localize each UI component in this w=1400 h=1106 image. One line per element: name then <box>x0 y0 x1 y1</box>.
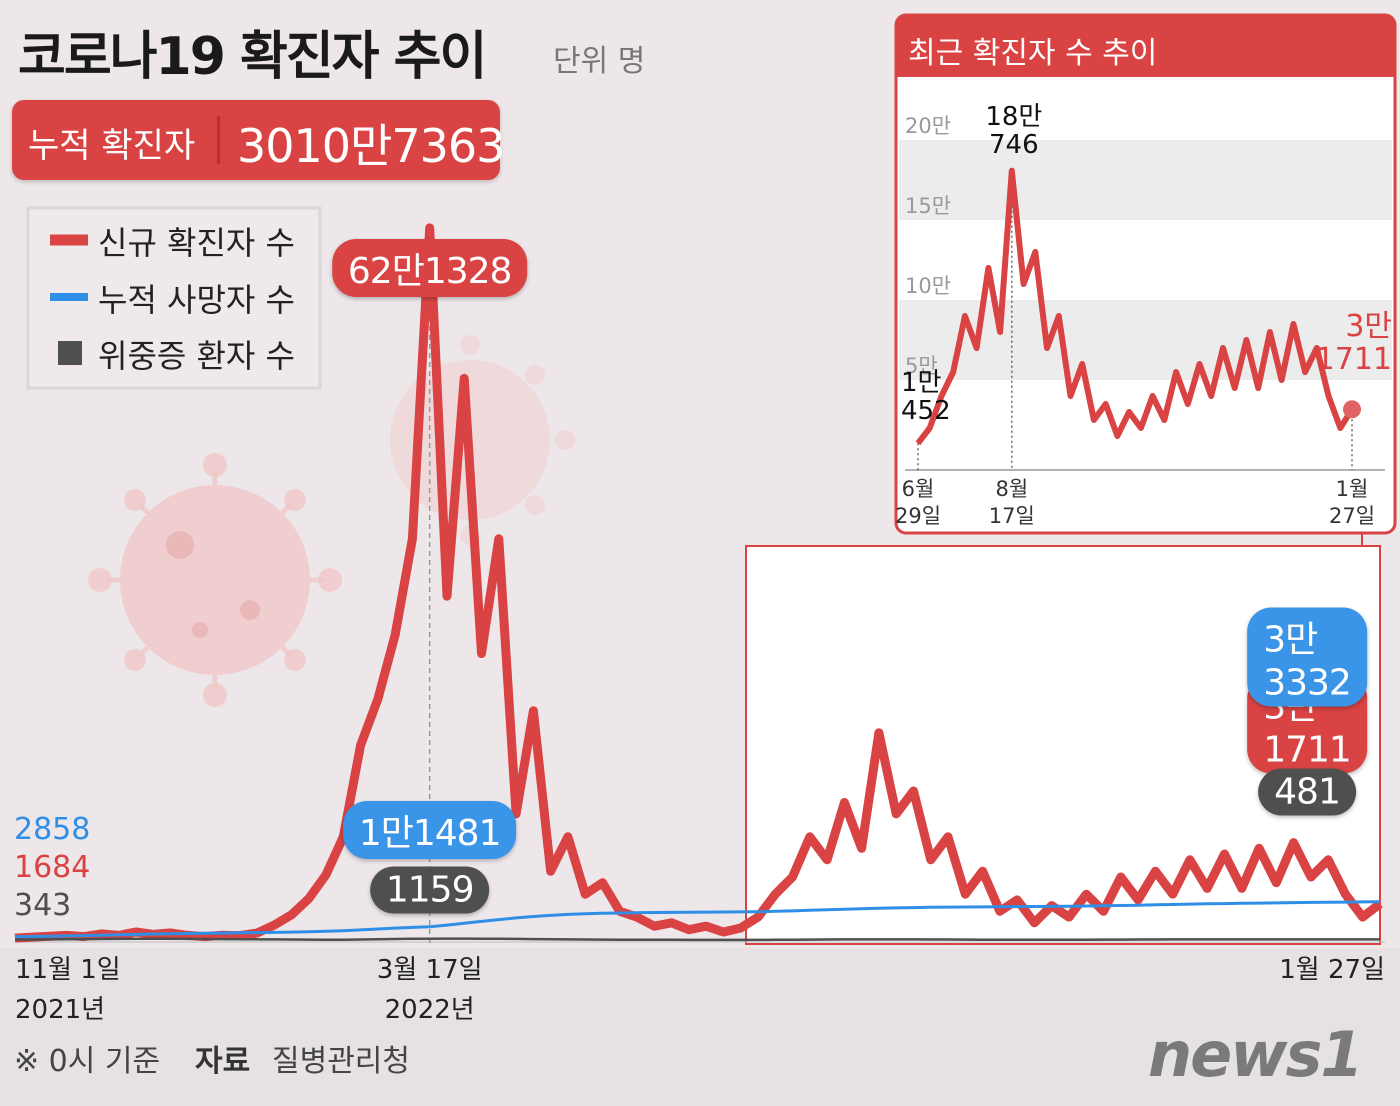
footer-note: ※ 0시 기준 <box>14 1044 161 1079</box>
end-dot <box>1343 400 1361 419</box>
y-tick-label: 15만 <box>905 194 952 218</box>
y-tick-label: 20만 <box>905 114 952 138</box>
inset-box <box>894 13 1397 535</box>
value-label: 1159 <box>369 866 490 914</box>
value-label: 3만 <box>1345 309 1392 344</box>
virus-spikes <box>105 470 325 690</box>
start-value-label: 1684 <box>14 850 91 885</box>
logo: news1 <box>1148 1018 1364 1091</box>
total-label: 누적 확진자 <box>28 126 196 166</box>
value-label: 1만 <box>901 368 942 398</box>
value-label: 18만 <box>985 102 1043 132</box>
value-label: 62만1328 <box>331 238 528 297</box>
inset-header <box>896 15 1395 77</box>
x-tick-label: 3월 17일 2022년 <box>376 955 483 1025</box>
series-line <box>14 937 1380 942</box>
series-line <box>915 167 1355 446</box>
value-label: 1만1481 <box>342 801 517 859</box>
x-tick-label: 8월 17일 <box>988 477 1035 528</box>
y-tick-label: 5만 <box>905 354 938 378</box>
series-line <box>14 223 1383 943</box>
total-box: 누적 확진자 3010만7363 <box>12 100 505 180</box>
value-label: 452 <box>901 396 951 426</box>
value-label: 3만3332 <box>1247 607 1367 707</box>
footer-source: 질병관리청 <box>272 1044 410 1079</box>
footer-source-label: 자료 <box>195 1044 251 1079</box>
footer-band <box>0 948 1400 1106</box>
value-label: 1711 <box>1315 342 1392 377</box>
legend-label: 신규 확진자 수 <box>98 224 295 262</box>
value-label: 746 <box>989 130 1039 160</box>
x-tick-label: 6월 29일 <box>894 477 942 528</box>
x-tick-label: 1월 27일 <box>1279 955 1385 985</box>
total-divider <box>217 116 220 164</box>
x-tick-label: 11월 1일 2021년 <box>15 955 121 1025</box>
title: 코로나19 확진자 추이 <box>18 27 487 87</box>
grid-band <box>899 140 1392 220</box>
legend-label: 위중증 환자 수 <box>98 337 295 375</box>
total-value: 3010만7363 <box>237 119 505 173</box>
value-label: 481 <box>1258 768 1356 816</box>
start-value-label: 343 <box>14 888 72 923</box>
start-value-label: 2858 <box>14 812 91 847</box>
legend-label: 누적 사망자 수 <box>98 281 295 319</box>
x-tick-label: 1월 27일 <box>1328 477 1376 528</box>
unit: 단위 명 <box>553 44 646 79</box>
y-tick-label: 10만 <box>905 274 952 298</box>
legend-marker <box>58 341 82 365</box>
series-line <box>14 900 1381 939</box>
inset-title: 최근 확진자 수 추이 <box>908 36 1158 71</box>
